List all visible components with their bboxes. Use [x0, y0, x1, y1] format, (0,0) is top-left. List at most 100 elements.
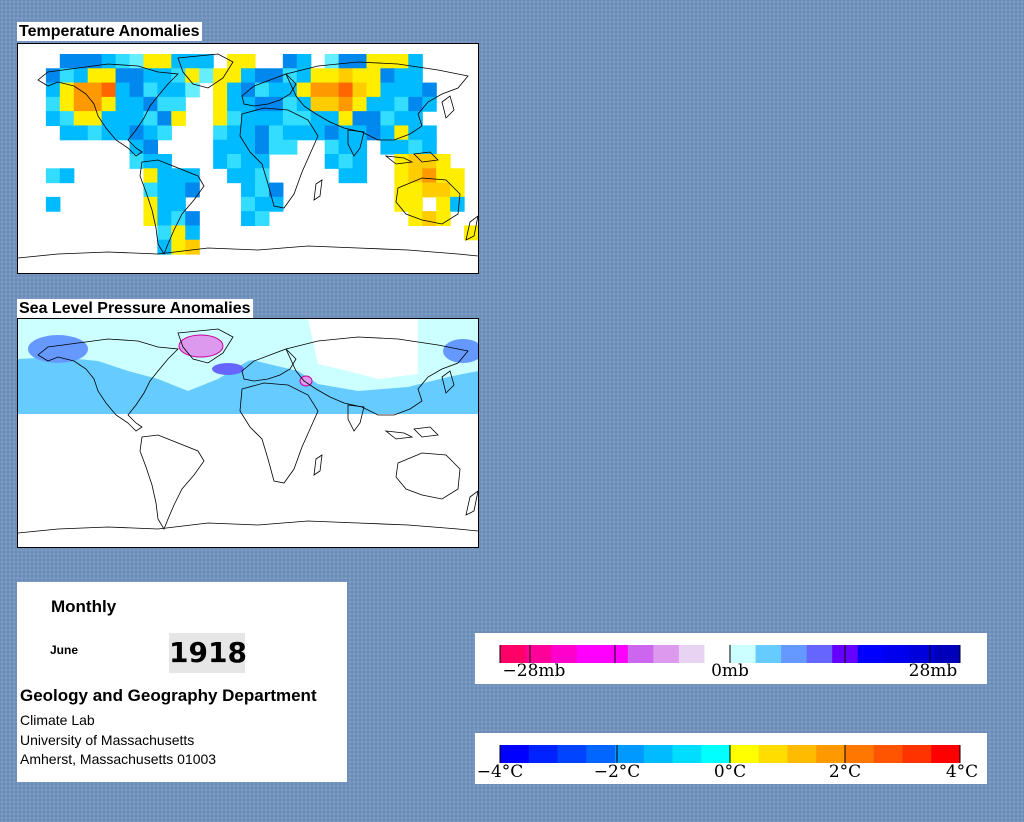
temperature-cell: [408, 139, 423, 155]
temperature-cell: [115, 125, 131, 141]
temperature-cell: [227, 82, 242, 98]
pressure-high-area: [299, 375, 313, 387]
temperature-colorbar-swatch: [672, 745, 702, 763]
temperature-cell: [352, 168, 368, 184]
temperature-cell: [310, 111, 326, 127]
temperature-cell: [59, 111, 75, 127]
temperature-cell: [282, 54, 298, 69]
temperature-cell: [213, 154, 228, 169]
temperature-cell: [213, 96, 228, 112]
temperature-cell: [408, 196, 423, 212]
month-label: June: [50, 643, 79, 657]
coastline: [18, 520, 478, 534]
temperature-cell: [143, 196, 158, 212]
temperature-cell: [282, 68, 298, 84]
temperature-cell: [241, 96, 256, 112]
pressure-colorbar-swatch: [653, 645, 680, 663]
coastline: [285, 61, 469, 141]
temperature-cell: [324, 139, 340, 155]
temperature-cell: [310, 68, 326, 84]
coastline: [347, 129, 365, 157]
temperature-cell: [157, 96, 172, 112]
temperature-cell: [73, 111, 89, 127]
temperature-cell: [213, 139, 228, 155]
temperature-cell: [241, 111, 256, 127]
pressure-colorbar-swatch: [883, 645, 910, 663]
temperature-cell: [129, 68, 145, 84]
temperature-cell: [59, 168, 75, 184]
temperature-cell: [394, 96, 409, 112]
temperature-cell: [241, 168, 256, 184]
pressure-colorbar-swatch: [806, 645, 833, 663]
pressure-colorbar-swatch: [551, 645, 578, 663]
temperature-cell: [171, 168, 186, 184]
pressure-low-area: [212, 363, 244, 375]
temperature-colorbar-swatch: [586, 745, 616, 763]
temperature-cell: [394, 125, 409, 141]
temperature-cell: [227, 68, 242, 84]
pressure-colorbar-swatch: [678, 645, 705, 663]
temperature-cell: [59, 54, 75, 69]
temperature-cell: [185, 211, 200, 227]
temperature-legend-label-0: 0°C: [713, 762, 747, 782]
temperature-cell: [59, 68, 75, 84]
temperature-cell: [422, 96, 437, 112]
temperature-cell: [73, 68, 89, 84]
coastline: [413, 426, 439, 438]
temperature-cell: [268, 82, 284, 98]
temperature-cell: [143, 168, 158, 184]
temperature-cell: [101, 125, 117, 141]
temperature-cell: [338, 139, 354, 155]
temperature-cell: [436, 168, 451, 184]
temperature-anomaly-cells: [45, 54, 478, 255]
temperature-cell: [101, 54, 117, 69]
temperature-cell: [171, 54, 186, 69]
pressure-anomaly-map-graphic: [18, 319, 478, 534]
temperature-cell: [436, 182, 451, 198]
temperature-cell: [157, 68, 172, 84]
temperature-color-legend: −4°C −2°C 0°C 2°C 4°C: [475, 733, 987, 784]
temperature-cell: [352, 82, 368, 98]
temperature-cell: [436, 211, 451, 227]
temperature-colorbar-swatch: [902, 745, 932, 763]
temperature-cell: [268, 196, 284, 212]
temperature-cell: [45, 111, 61, 127]
temperature-cell: [282, 125, 298, 141]
temperature-cell: [227, 125, 242, 141]
temperature-cell: [380, 139, 395, 155]
pressure-low-area: [28, 335, 88, 363]
temperature-cell: [129, 125, 145, 141]
temperature-cell: [73, 82, 89, 98]
coastline: [384, 155, 414, 165]
temperature-cell: [254, 111, 270, 127]
temperature-cell: [143, 139, 158, 155]
temperature-cell: [199, 68, 214, 84]
temperature-cell: [185, 82, 200, 98]
coastline-outline: [18, 328, 478, 534]
temperature-cell: [227, 154, 242, 169]
temperature-cell: [129, 96, 145, 112]
temperature-cell: [241, 154, 256, 169]
coastline: [241, 73, 297, 107]
temperature-cell: [87, 125, 103, 141]
coastline: [241, 348, 297, 382]
pressure-colorbar-swatch: [627, 645, 654, 663]
temperature-cell: [408, 54, 423, 69]
coastline: [465, 215, 478, 241]
temperature-cell: [352, 54, 368, 69]
temperature-cell: [101, 68, 117, 84]
temperature-cell: [450, 168, 465, 184]
pressure-anomaly-map: [17, 318, 479, 548]
pressure-legend-zero-label: 0mb: [711, 661, 749, 681]
temperature-colorbar-swatch: [500, 745, 530, 763]
coastline: [395, 177, 461, 225]
temperature-cell: [101, 82, 117, 98]
coastline: [395, 452, 461, 500]
pressure-colorbar-swatch: [576, 645, 603, 663]
temperature-cell: [408, 68, 423, 84]
temperature-cell: [366, 82, 382, 98]
temperature-cell: [380, 125, 395, 141]
temperature-cell: [324, 154, 340, 169]
temperature-cell: [394, 54, 409, 69]
coastline-outline: [18, 53, 478, 259]
